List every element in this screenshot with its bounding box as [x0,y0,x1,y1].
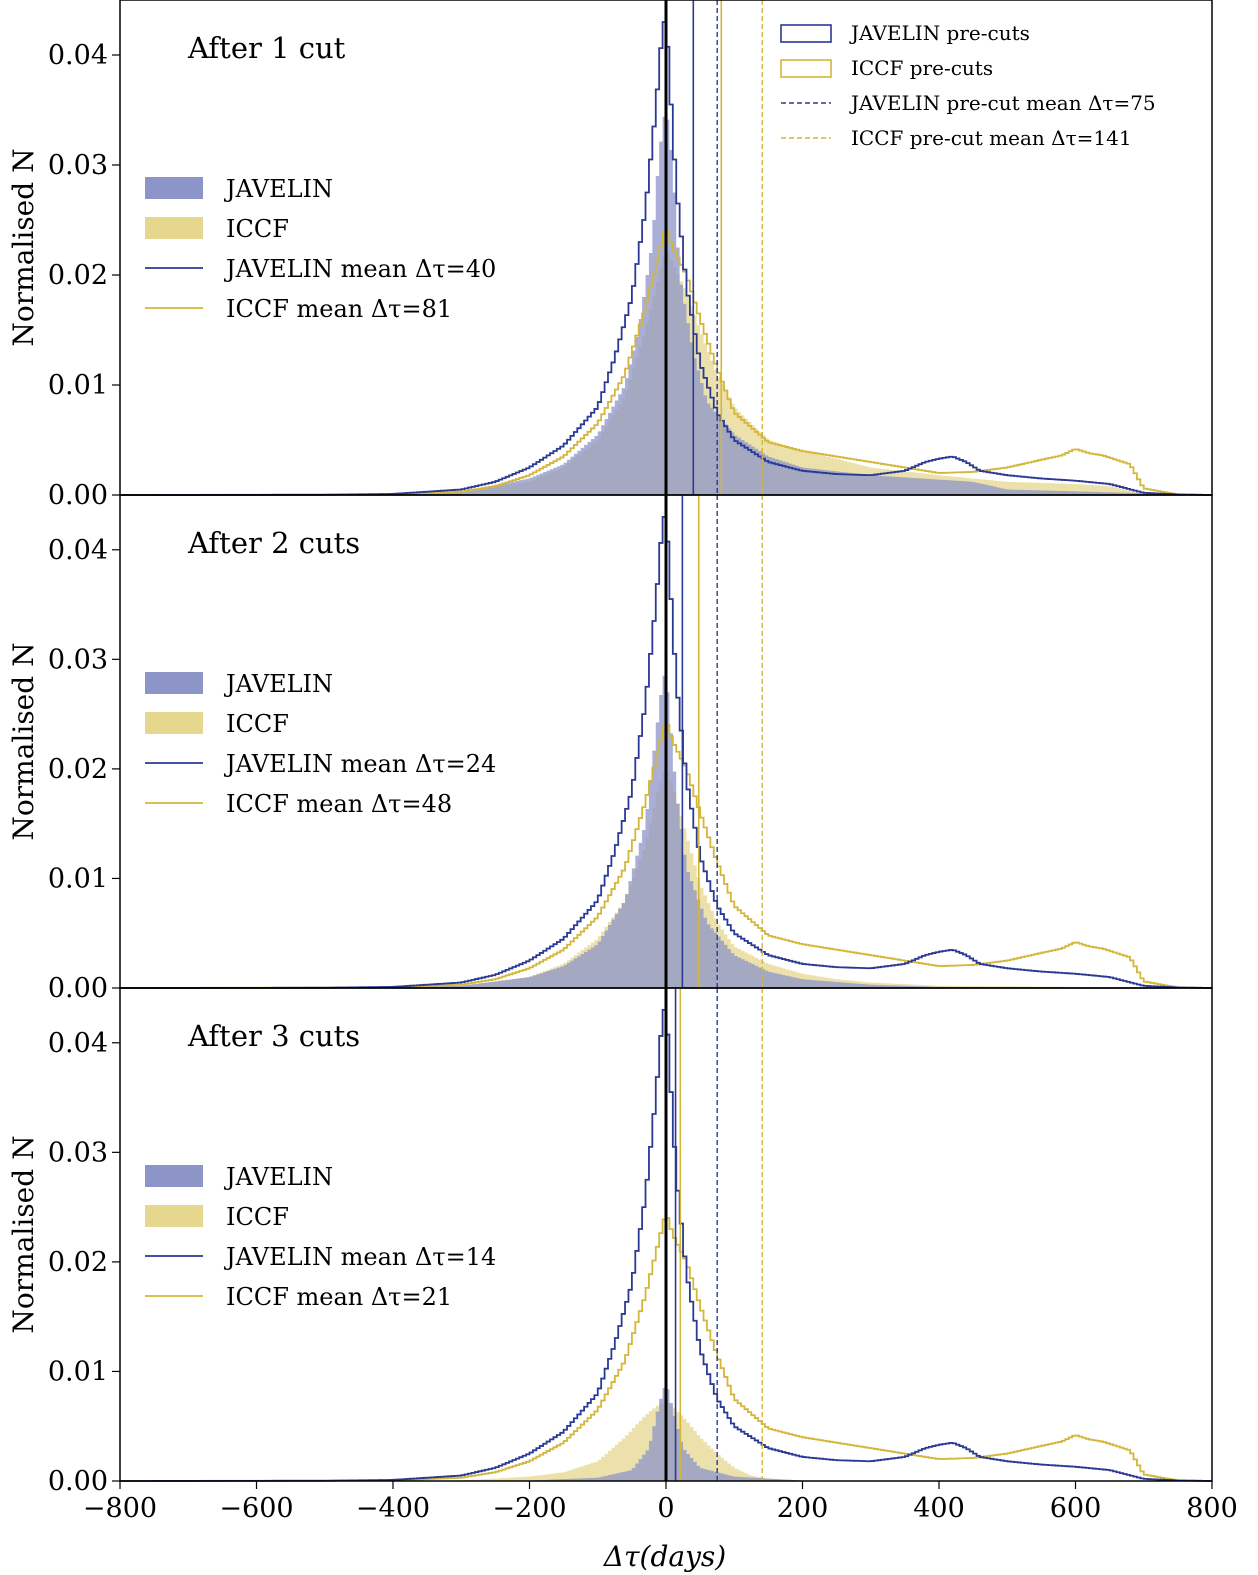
legend-iccf-label: ICCF [226,1203,289,1231]
panel-3: 0.00 0.01 0.02 0.03 0.04 Normalised N After 3 … [7,987,1213,1497]
y-tick-label: 0.00 [48,1466,108,1497]
legend-iccf-swatch [145,1205,203,1227]
panels: 0.00 0.01 0.02 0.03 0.04 Normalised N After 1 … [7,0,1213,1497]
legend-javelin-swatch [145,177,203,199]
legend-javelin-label: JAVELIN [223,670,333,698]
legend-iccf-pre-cut-mean-label: ICCF pre-cut mean Δτ=141 [851,126,1132,150]
legend-iccf-mean-label: ICCF mean Δτ=21 [226,1283,452,1311]
x-axis-label: Δτ(days) [603,1540,726,1573]
legend-iccf-swatch [145,712,203,734]
legend-javelin-mean-label: JAVELIN mean Δτ=14 [223,1243,496,1271]
x-tick-label: 400 [913,1493,965,1524]
panel-title: After 2 cuts [187,526,360,560]
legend-javelin-pre-cut-mean-label: JAVELIN pre-cut mean Δτ=75 [849,91,1156,115]
panel-legend: JAVELIN ICCF JAVELIN mean Δτ=14 ICCF mean Δ… [145,1163,496,1311]
panel-title: After 1 cut [187,31,346,65]
legend-iccf-mean-label: ICCF mean Δτ=48 [226,790,452,818]
y-tick-label: 0.02 [48,1247,108,1278]
legend-iccf-mean-label: ICCF mean Δτ=81 [226,295,452,323]
y-tick-label: 0.00 [48,480,108,511]
panel-title: After 3 cuts [187,1019,360,1053]
y-tick-label: 0.02 [48,754,108,785]
x-axis: −800 −600 −400 −200 0 200 400 600 800 [83,1481,1238,1524]
legend-javelin-pre-cuts-swatch [780,24,832,43]
legend-iccf-label: ICCF [226,710,289,738]
legend-javelin-swatch [145,1165,203,1187]
y-tick-label: 0.04 [48,535,108,566]
y-tick-label: 0.01 [48,370,108,401]
y-axis-label: Normalised N [7,148,40,346]
x-tick-label: 0 [657,1493,674,1524]
y-tick-label: 0.01 [48,863,108,894]
y-axis-label: Normalised N [7,642,40,840]
y-tick-label: 0.04 [48,1028,108,1059]
panel-legend: JAVELIN ICCF JAVELIN mean Δτ=40 ICCF mean Δ… [145,175,496,323]
y-tick-label: 0.02 [48,260,108,291]
y-tick-label: 0.03 [48,644,108,675]
legend-iccf-pre-cuts-label: ICCF pre-cuts [851,56,993,80]
y-tick-label: 0.04 [48,40,108,71]
pre-cut-legend: JAVELIN pre-cuts ICCF pre-cuts JAVELIN pre… [780,21,1156,150]
x-tick-label: 200 [777,1493,829,1524]
legend-javelin-mean-label: JAVELIN mean Δτ=40 [223,255,496,283]
legend-javelin-label: JAVELIN [223,175,333,203]
legend-javelin-label: JAVELIN [223,1163,333,1191]
x-tick-label: −600 [219,1493,293,1524]
x-tick-label: −200 [492,1493,566,1524]
legend-iccf-swatch [145,217,203,239]
panel-2: 0.00 0.01 0.02 0.03 0.04 Normalised N After 2 … [7,494,1213,1004]
legend-javelin-pre-cuts-label: JAVELIN pre-cuts [849,21,1030,45]
x-tick-label: −400 [356,1493,430,1524]
x-tick-label: 600 [1050,1493,1102,1524]
panel-legend: JAVELIN ICCF JAVELIN mean Δτ=24 ICCF mean Δ… [145,670,496,818]
x-tick-label: 800 [1186,1493,1238,1524]
x-tick-label: −800 [83,1493,157,1524]
y-tick-label: 0.03 [48,1137,108,1168]
legend-javelin-swatch [145,672,203,694]
y-tick-label: 0.03 [48,150,108,181]
y-tick-label: 0.01 [48,1356,108,1387]
legend-javelin-mean-label: JAVELIN mean Δτ=24 [223,750,496,778]
legend-iccf-label: ICCF [226,215,289,243]
y-axis-label: Normalised N [7,1135,40,1333]
panel-1: 0.00 0.01 0.02 0.03 0.04 Normalised N After 1 … [7,0,1213,511]
y-tick-label: 0.00 [48,973,108,1004]
legend-iccf-pre-cuts-swatch [780,59,832,78]
